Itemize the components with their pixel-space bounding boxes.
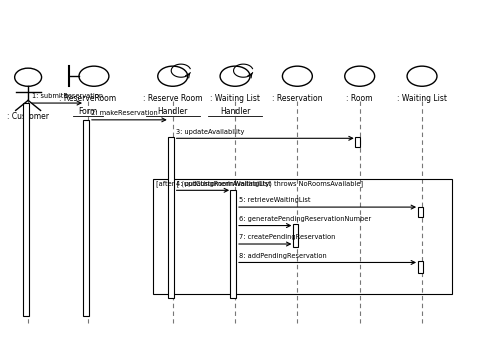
Text: Handler: Handler xyxy=(220,107,250,116)
Text: : Waiting List: : Waiting List xyxy=(397,94,447,103)
Text: : Reservation: : Reservation xyxy=(272,94,322,103)
Text: Handler: Handler xyxy=(158,107,188,116)
Text: : ReserveRoom: : ReserveRoom xyxy=(60,94,116,103)
Text: 2: makeReservation: 2: makeReservation xyxy=(92,110,158,116)
Bar xyxy=(293,224,298,247)
Text: 6: generatePendingReservationNumber: 6: generatePendingReservationNumber xyxy=(238,216,370,222)
Bar xyxy=(418,207,422,217)
Text: : Room: : Room xyxy=(346,94,373,103)
Bar xyxy=(355,136,360,147)
Text: : Customer: : Customer xyxy=(7,112,49,121)
Bar xyxy=(153,179,452,294)
Bar xyxy=(83,120,89,316)
Text: 5: retrieveWaitingList: 5: retrieveWaitingList xyxy=(238,197,310,204)
Text: : Waiting List: : Waiting List xyxy=(210,94,260,103)
Text: : Reserve Room: : Reserve Room xyxy=(143,94,203,103)
Text: Form: Form xyxy=(78,107,98,116)
Text: 3: updateAvailability: 3: updateAvailability xyxy=(176,129,244,134)
Text: 7: createPendingReservation: 7: createPendingReservation xyxy=(238,234,335,240)
Bar xyxy=(418,261,422,273)
Bar xyxy=(230,190,236,298)
Bar xyxy=(23,103,29,316)
Text: 8: addPendingReservation: 8: addPendingReservation xyxy=(238,253,326,259)
Text: [after [ (updatingRoomAvailability) throws NoRoomsAvailable]: [after [ (updatingRoomAvailability) thro… xyxy=(156,181,363,187)
Bar xyxy=(168,136,173,298)
Text: 4: putCustomerInWaitingList: 4: putCustomerInWaitingList xyxy=(176,181,271,187)
Text: 1: submitReservation: 1: submitReservation xyxy=(32,93,102,99)
